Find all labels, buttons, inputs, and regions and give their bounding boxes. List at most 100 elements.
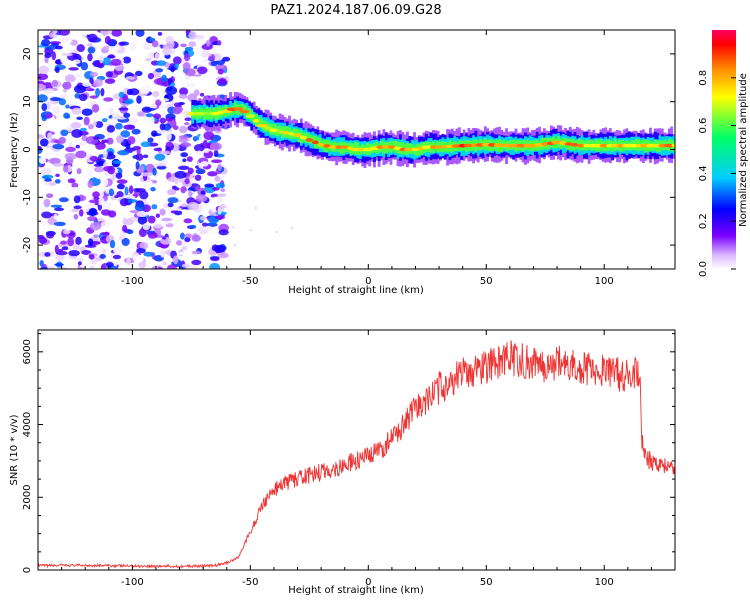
spectrogram-noise-cell <box>115 172 123 179</box>
spectrogram-noise-cell <box>64 74 76 83</box>
spectrogram-noise-cell <box>150 30 158 39</box>
spectrogram-noise-cell <box>125 76 135 80</box>
spectrogram-noise-cell <box>114 64 125 72</box>
spectrogram-noise-cell <box>210 60 218 67</box>
spectrogram-noise-cell <box>174 177 179 185</box>
colorbar-label: Normalized spectral amplitude <box>738 73 749 227</box>
snr-y-tick-label: 2000 <box>22 485 33 510</box>
spectrogram-noise-cell <box>172 56 182 65</box>
spectrogram-noise-cell <box>62 81 72 90</box>
spectrogram-noise-cell <box>76 44 85 53</box>
spectrogram-ridge-core <box>564 142 573 146</box>
spectrogram-noise-cell <box>217 206 222 215</box>
spectrogram-noise-cell <box>87 46 96 54</box>
spectrogram-noise-cell <box>53 221 66 227</box>
spectrogram-noise-cell <box>218 229 229 236</box>
spectrogram-noise-cell <box>191 234 201 242</box>
spectrogram-noise-cell <box>217 77 227 86</box>
spectrogram-noise-cell <box>50 204 63 208</box>
spectrogram-noise-cell <box>201 43 213 50</box>
spectrogram-noise-cell <box>122 56 132 64</box>
spectrogram-ridge-core <box>646 143 657 148</box>
spectrogram-noise-cell <box>42 174 54 180</box>
snr-x-tick-label: 50 <box>480 577 493 588</box>
spectrogram-noise-cell <box>202 149 210 153</box>
spectrogram-noise-cell <box>194 35 205 40</box>
spectrogram-noise-cell <box>116 135 124 144</box>
spectrogram-noise-cell <box>127 136 136 145</box>
spectrogram-noise-cell <box>46 232 55 239</box>
spectrogram-noise-cell <box>204 183 215 188</box>
spectrogram-noise-cell <box>127 199 138 203</box>
spectrogram-ridge-core <box>253 119 260 123</box>
spectrogram-noise-cell <box>45 113 53 119</box>
spectrogram-noise-cell <box>151 130 158 137</box>
spectrogram-noise-cell <box>154 163 167 167</box>
spectrogram-noise-cell <box>212 187 220 191</box>
spectrogram-noise-cell <box>156 60 167 66</box>
spectrogram-noise-cell <box>153 223 163 229</box>
spectrogram-noise-cell <box>128 88 140 96</box>
spectrogram-noise-cell <box>102 57 112 66</box>
spectrogram-noise-cell <box>76 168 82 175</box>
spectrogram-noise-cell <box>94 171 106 180</box>
spectrogram-noise-cell <box>80 30 88 38</box>
spectrogram-noise-cell <box>80 61 89 71</box>
spectrogram-noise-cell <box>180 142 191 148</box>
spectrogram-x-tick-label: -50 <box>242 276 258 287</box>
snr-frame <box>37 329 676 571</box>
spectrogram-noise-cell <box>155 213 161 218</box>
snr-y-tick-label: 4000 <box>22 412 33 437</box>
spectrogram-noise-cell <box>64 152 77 161</box>
spectrogram-noise-cell <box>179 232 185 240</box>
spectrogram-noise-cell <box>89 265 95 269</box>
spectrogram-noise-cell <box>166 131 172 141</box>
spectrogram-noise-cell <box>154 153 166 161</box>
spectrogram-noise-cell <box>67 237 75 247</box>
spectrogram-y-tick-label: 10 <box>22 95 33 108</box>
spectrogram-noise-cell <box>114 195 119 199</box>
spectrogram-noise-cell <box>65 115 71 119</box>
spectrogram-noise-cell <box>47 132 53 140</box>
spectrogram-noise-cell <box>184 75 190 80</box>
spectrogram-noise-cell <box>86 169 94 177</box>
spectrogram-noise-cell <box>61 246 69 251</box>
spectrogram-noise-cell <box>71 107 83 115</box>
spectrogram-noise-cell <box>124 186 129 196</box>
spectrogram-noise-cell <box>214 245 226 253</box>
spectrogram-noise-cell <box>42 88 55 94</box>
spectrogram-noise-cell <box>176 207 182 211</box>
snr-x-tick-label: -50 <box>242 577 258 588</box>
spectrogram-ridge-core <box>571 143 579 147</box>
spectrogram-noise-cell <box>233 243 236 246</box>
spectrogram-noise-cell <box>100 87 105 97</box>
spectrogram-noise-cell <box>184 233 192 239</box>
spectrogram-y-axis-label: Frequency (Hz) <box>9 112 20 188</box>
spectrogram-noise-cell <box>210 207 217 213</box>
spectrogram-noise-cell <box>120 231 126 240</box>
spectrogram-noise-cell <box>77 261 82 266</box>
spectrogram-noise-cell <box>147 232 158 239</box>
spectrogram-noise-cell <box>217 163 222 172</box>
spectrogram-noise-cell <box>184 178 190 185</box>
spectrogram-noise-cell <box>89 155 99 162</box>
spectrogram-noise-cell <box>60 240 67 245</box>
spectrogram-ridge-core <box>256 123 268 128</box>
spectrogram-noise-cell <box>172 125 179 131</box>
spectrogram-noise-cell <box>140 141 151 148</box>
spectrogram-noise-cell <box>249 229 252 232</box>
snr-series-line <box>38 340 675 569</box>
spectrogram-noise-cell <box>165 223 174 228</box>
spectrogram-noise-cell <box>38 146 42 150</box>
spectrogram-noise-cell <box>180 203 188 208</box>
spectrogram-noise-cell <box>184 68 196 77</box>
spectrogram-noise-cell <box>72 59 81 65</box>
snr-x-tick-label: 100 <box>595 577 614 588</box>
spectrogram-noise-cell <box>65 104 70 109</box>
spectrogram-noise-cell <box>46 193 54 199</box>
spectrogram-ridge-core <box>245 114 256 118</box>
spectrogram-noise-cell <box>102 45 110 50</box>
spectrogram-noise-cell <box>179 87 189 96</box>
spectrogram-noise-cell <box>63 185 70 190</box>
